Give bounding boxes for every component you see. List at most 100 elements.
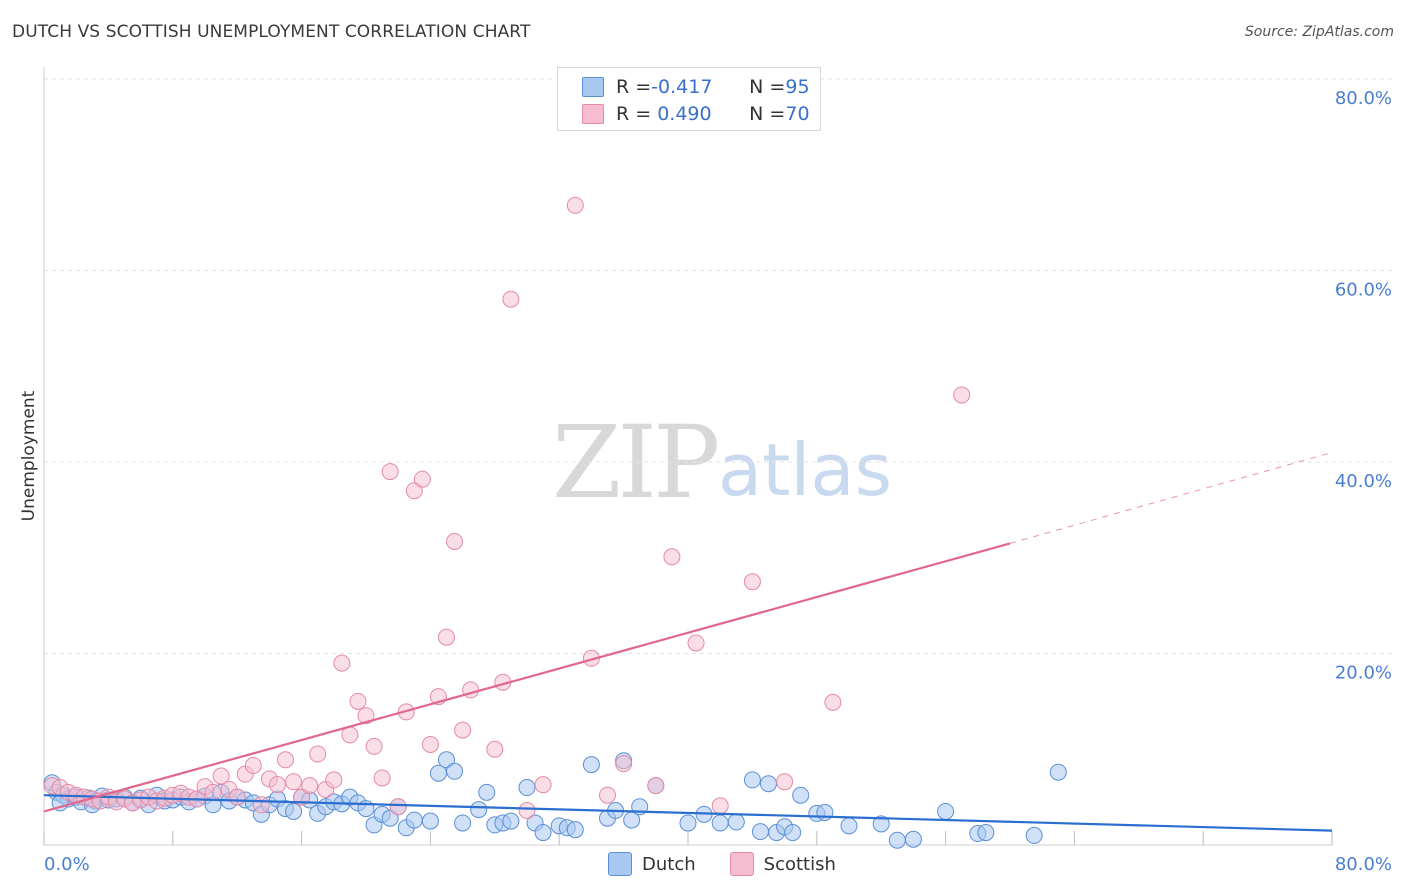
- scottish-point: [268, 776, 286, 794]
- dutch-point: [743, 771, 761, 789]
- scottish-point: [421, 735, 439, 753]
- scottish-point: [341, 726, 359, 744]
- scottish-point: [566, 196, 584, 214]
- legend-n-value: 95: [785, 76, 810, 98]
- dutch-point: [784, 824, 802, 842]
- dutch-point: [872, 815, 890, 833]
- legend-r-value: 0.490: [651, 103, 712, 125]
- dutch-point: [977, 824, 995, 842]
- scottish-point: [228, 788, 246, 806]
- legend-n-value: 70: [785, 103, 810, 125]
- dutch-point: [381, 809, 399, 827]
- dutch-point: [582, 756, 600, 774]
- y-tick-label: 20.0%: [1335, 663, 1392, 684]
- dutch-point: [751, 823, 769, 841]
- legend: R = -0.417 N = 95 R = 0.490 N = 70: [557, 67, 821, 131]
- dutch-point: [534, 824, 552, 842]
- watermark-atlas: atlas: [718, 428, 892, 512]
- dutch-point: [1025, 826, 1043, 844]
- dutch-point: [454, 814, 472, 832]
- dutch-point: [816, 803, 834, 821]
- legend-r-label: R =: [616, 103, 652, 125]
- scottish-label: Scottish: [763, 853, 836, 875]
- y-tick-label: 40.0%: [1335, 471, 1392, 492]
- legend-row-dutch: R = -0.417 N = 95: [582, 74, 810, 100]
- legend-row-scottish: R = 0.490 N = 70: [582, 101, 810, 127]
- scottish-point: [309, 745, 327, 763]
- scottish-point: [365, 737, 383, 755]
- dutch-point: [478, 783, 496, 801]
- dutch-point: [711, 814, 729, 832]
- dutch-point: [760, 775, 777, 793]
- dutch-point: [446, 762, 464, 780]
- scottish-point: [953, 386, 971, 404]
- dutch-swatch: [608, 852, 632, 876]
- x-tick-label: 80.0%: [1335, 854, 1392, 875]
- scottish-point: [824, 693, 842, 711]
- scottish-point: [373, 769, 391, 787]
- dutch-point: [1049, 763, 1067, 781]
- tick-labels: 20.0% 40.0% 60.0% 80.0% 0.0% 80.0%: [44, 88, 1392, 875]
- scottish-swatch: [729, 852, 754, 876]
- scottish-trend-extension: [1009, 451, 1333, 544]
- scottish-point: [687, 634, 705, 652]
- legend-r-value: -0.417: [651, 76, 713, 98]
- dutch-point: [405, 811, 423, 829]
- bottom-legend: Dutch Scottish: [608, 852, 870, 876]
- dutch-trend-line: [43, 794, 1333, 832]
- dutch-label: Dutch: [642, 853, 696, 875]
- scottish-point: [534, 776, 552, 794]
- dutch-point: [840, 817, 858, 835]
- scottish-point: [647, 777, 665, 795]
- dutch-point: [285, 802, 303, 820]
- trend-lines: [43, 451, 1333, 832]
- scottish-point: [454, 721, 472, 739]
- dutch-point: [421, 812, 439, 830]
- scottish-point: [204, 783, 222, 801]
- dutch-point: [888, 831, 906, 849]
- dutch-point: [792, 786, 810, 804]
- scottish-point: [663, 548, 681, 566]
- dutch-point: [438, 751, 455, 769]
- scottish-trend-line: [43, 542, 1011, 813]
- scottish-point: [413, 470, 431, 488]
- scottish-points: [43, 196, 971, 820]
- scottish-point: [357, 707, 375, 725]
- bottom-legend-scottish: Scottish: [729, 852, 836, 876]
- scottish-point: [325, 771, 343, 789]
- x-tick-label: 0.0%: [44, 854, 90, 875]
- scottish-point: [502, 290, 520, 308]
- scottish-point: [381, 463, 399, 481]
- legend-n-label: N =: [749, 76, 786, 98]
- bottom-legend-dutch: Dutch: [608, 852, 696, 876]
- scottish-point: [518, 802, 536, 820]
- scottish-point: [285, 773, 303, 791]
- scottish-point: [446, 532, 464, 550]
- dutch-point: [679, 814, 697, 832]
- scottish-point: [212, 767, 230, 785]
- grid-lines: [44, 78, 1392, 654]
- y-tick-label: 60.0%: [1335, 280, 1392, 301]
- scottish-point: [244, 757, 262, 775]
- dutch-point: [937, 802, 955, 820]
- dutch-point: [727, 813, 745, 831]
- legend-n-label: N =: [749, 103, 786, 125]
- scottish-point: [599, 786, 616, 804]
- scottish-point: [301, 777, 319, 795]
- scottish-point: [615, 755, 633, 773]
- axes: [43, 67, 1333, 846]
- dutch-point: [904, 830, 922, 848]
- scottish-point: [277, 751, 294, 769]
- scottish-point: [438, 628, 455, 646]
- scottish-point: [776, 773, 794, 791]
- scottish-point: [252, 796, 270, 814]
- scottish-point: [389, 798, 407, 816]
- legend-r-label: R =: [616, 76, 652, 98]
- chart-title: DUTCH VS SCOTTISH UNEMPLOYMENT CORRELATI…: [12, 22, 531, 42]
- dutch-swatch: [582, 77, 604, 97]
- dutch-point: [502, 812, 520, 830]
- dutch-point: [518, 779, 536, 797]
- dutch-point: [470, 801, 488, 819]
- y-tick-label: 80.0%: [1335, 88, 1392, 109]
